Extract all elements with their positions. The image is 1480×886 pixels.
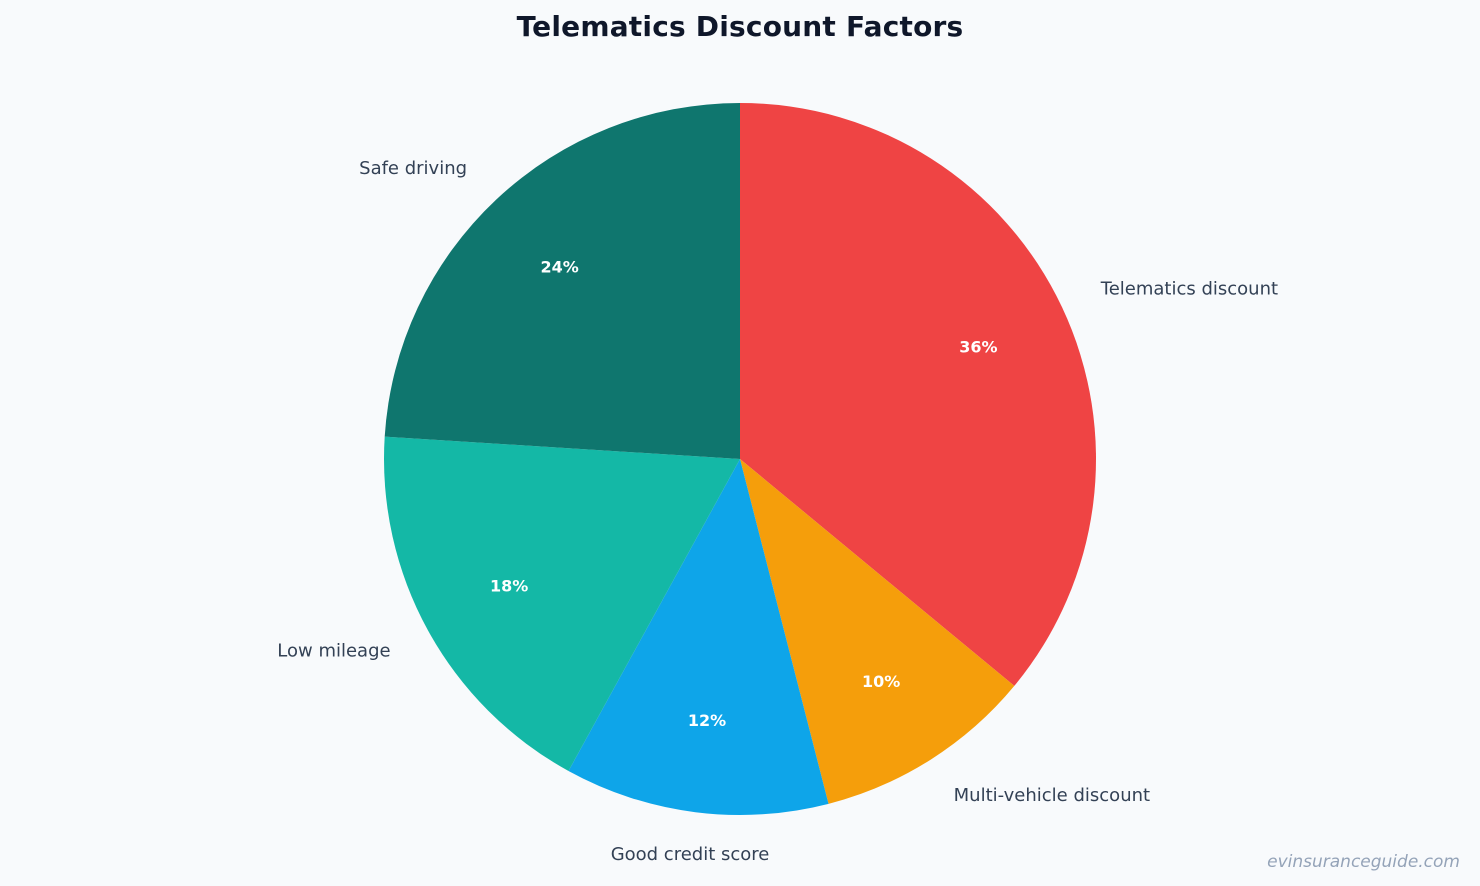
pie-slice-good-credit-score <box>568 459 829 815</box>
percent-labels: 36% 10% 12% 18% 24% <box>490 257 998 729</box>
slice-label-safe-driving: Safe driving <box>359 158 467 179</box>
slice-label-telematics-discount: Telematics discount <box>1100 279 1278 300</box>
pie-slice-telematics-discount <box>740 103 1096 686</box>
pie-slice-safe-driving <box>384 103 740 459</box>
pie-slice-multi-vehicle-discount <box>740 459 1015 804</box>
percent-label-safe-driving: 24% <box>541 257 579 276</box>
percent-label-multi-vehicle-discount: 10% <box>862 672 900 691</box>
pie-slice-low-mileage <box>384 436 740 771</box>
slice-labels: Telematics discount Multi-vehicle discoun… <box>277 158 1278 865</box>
slice-label-good-credit-score: Good credit score <box>611 844 770 865</box>
pie-slices <box>384 103 1096 815</box>
chart-title: Telematics Discount Factors <box>516 10 964 43</box>
percent-label-low-mileage: 18% <box>490 576 528 595</box>
percent-label-telematics-discount: 36% <box>959 337 997 356</box>
watermark: evinsuranceguide.com <box>1267 852 1460 872</box>
percent-label-good-credit-score: 12% <box>688 711 726 730</box>
slice-label-low-mileage: Low mileage <box>277 641 390 662</box>
slice-label-multi-vehicle-discount: Multi-vehicle discount <box>954 785 1150 806</box>
